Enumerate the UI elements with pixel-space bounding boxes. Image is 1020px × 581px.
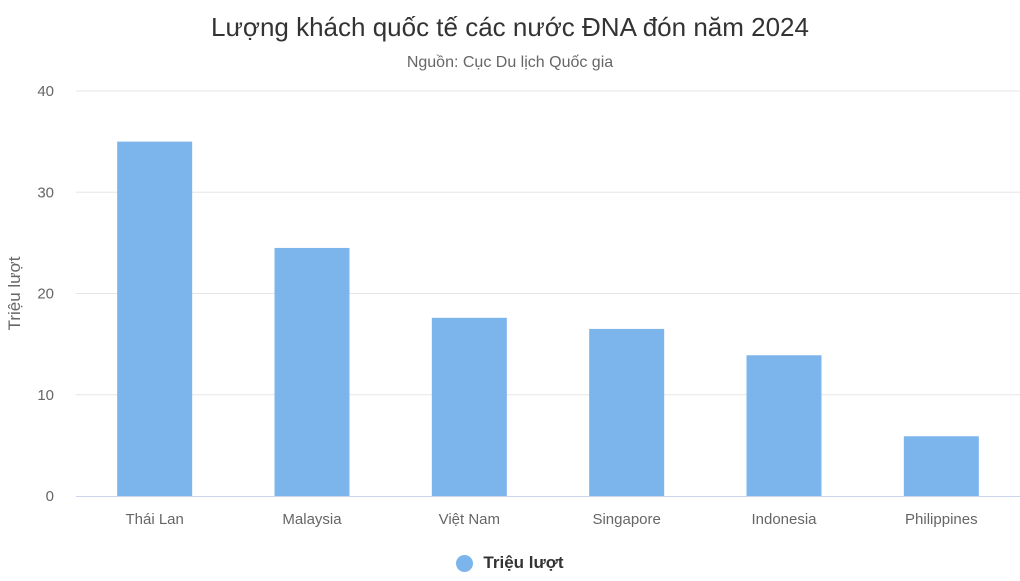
bar[interactable]: [274, 247, 350, 496]
y-tick-label: 20: [37, 286, 54, 303]
y-tick-label: 30: [37, 184, 54, 201]
bar[interactable]: [903, 436, 979, 496]
bar[interactable]: [117, 141, 193, 496]
bar[interactable]: [431, 317, 507, 496]
bar[interactable]: [746, 355, 822, 496]
x-tick-label: Thái Lan: [125, 511, 183, 528]
x-tick-label: Việt Nam: [439, 511, 500, 528]
y-tick-label: 0: [46, 488, 54, 505]
x-axis-ticks: Thái Lan Malaysia Việt Nam Singapore Indones…: [125, 511, 977, 528]
legend-swatch-icon: [456, 554, 474, 572]
x-tick-label: Philippines: [905, 511, 978, 528]
bars: [117, 141, 979, 496]
legend-label: Triệu lượt: [483, 553, 564, 572]
bar[interactable]: [589, 328, 665, 496]
chart-title: Lượng khách quốc tế các nước ĐNA đón năm…: [211, 12, 809, 42]
y-tick-label: 10: [37, 387, 54, 404]
x-tick-label: Indonesia: [751, 511, 817, 528]
chart-subtitle: Nguồn: Cục Du lịch Quốc gia: [406, 54, 614, 71]
x-tick-label: Singapore: [592, 511, 660, 528]
y-axis-title: Triệu lượt: [5, 256, 24, 330]
legend: Triệu lượt: [0, 553, 1020, 573]
y-axis-ticks: 0 10 20 30 40: [37, 83, 54, 505]
y-tick-label: 40: [37, 83, 54, 100]
grid-lines: [76, 90, 1020, 396]
x-tick-label: Malaysia: [282, 511, 342, 528]
legend-item[interactable]: Triệu lượt: [456, 553, 564, 573]
